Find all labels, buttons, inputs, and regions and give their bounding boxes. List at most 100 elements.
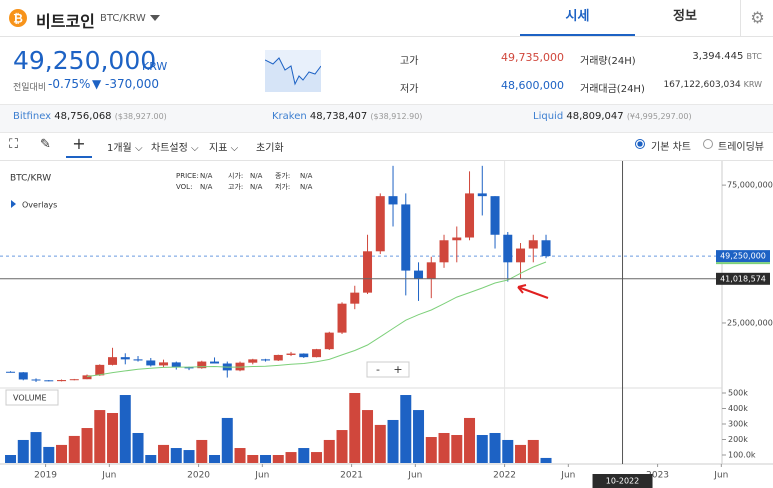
legend-value: N/A: [200, 172, 213, 180]
volume-bar: [68, 435, 80, 463]
volume-bar: [17, 439, 29, 463]
legend-key: 고가:: [228, 182, 243, 191]
candle-body: [477, 193, 487, 197]
volume-bar: [209, 455, 221, 463]
stat-value: 49,735,000: [501, 51, 564, 64]
stat-label: 거래대금(24H): [580, 84, 645, 95]
candle-body: [452, 237, 462, 241]
volume-bar: [56, 444, 68, 463]
candle-body: [363, 251, 373, 293]
indicators: 지표: [209, 143, 228, 154]
radio-basic[interactable]: [635, 139, 645, 149]
candle-body: [465, 193, 475, 238]
legend-value: N/A: [300, 172, 313, 180]
tradingview: 트레이딩뷰: [718, 142, 764, 153]
v-tick-label: 500k: [728, 389, 748, 398]
v-tick-label: 200k: [728, 435, 748, 444]
radio-tradingview[interactable]: [703, 139, 713, 149]
basic-chart: 기본 차트: [651, 142, 691, 153]
volume-bar: [527, 439, 539, 463]
dropdown[interactable]: [149, 14, 161, 22]
stat-unit: BTC: [746, 52, 763, 61]
reset-button[interactable]: 초기화: [256, 143, 284, 154]
crosshair-y-box: [716, 272, 770, 285]
volume-bar: [413, 410, 425, 463]
x-tick-label: 2020: [187, 471, 210, 481]
volume-bar: [464, 417, 476, 463]
volume-bar: [540, 457, 552, 463]
candle-body: [401, 204, 411, 271]
settings: 차트설정: [151, 143, 188, 154]
candle-body: [273, 354, 283, 361]
legend-key: 저가:: [275, 182, 290, 191]
volume-bar: [5, 455, 17, 463]
candle-body: [299, 353, 309, 358]
candle-body: [516, 248, 526, 263]
settings-button[interactable]: 차트설정 ⌵: [151, 143, 199, 154]
period-button[interactable]: 1개월 ⌵: [107, 143, 143, 154]
x-tick-label: Jun: [254, 471, 269, 481]
volume-bar: [158, 444, 170, 463]
stat-value: 3,394.445: [692, 51, 744, 62]
stat-label: 저가: [400, 84, 419, 95]
stat-label: 고가: [400, 56, 419, 67]
settings-gear[interactable]: ⚙: [740, 0, 773, 36]
x-tick-label: 2022: [493, 471, 516, 481]
candle-body: [146, 360, 156, 366]
x-tick-label: Jun: [407, 471, 422, 481]
volume-bar: [196, 439, 208, 463]
candle-body: [108, 357, 118, 365]
exchange-bar: [0, 104, 773, 133]
draw-button[interactable]: ✎: [40, 137, 51, 152]
candle-body: [6, 371, 16, 373]
exchange-price: 48,738,407: [309, 111, 368, 122]
fullscreen-button[interactable]: ⛶: [9, 137, 19, 152]
volume-bar: [81, 428, 93, 463]
candle-body: [439, 240, 449, 263]
candle-body: [312, 349, 322, 358]
volume-bar: [145, 455, 157, 463]
zoom-in[interactable]: +: [393, 363, 402, 376]
volume-label-box: [5, 389, 59, 406]
indicator-button[interactable]: 지표 ⌵: [209, 143, 239, 154]
volume-bar: [515, 444, 527, 463]
symbol: BTC/KRW: [10, 174, 51, 184]
volume-bar: [374, 424, 386, 463]
candle-body: [44, 380, 54, 382]
moving-average: [86, 261, 547, 377]
candle-body: [541, 240, 551, 257]
volume-bar: [438, 432, 450, 463]
legend-key: 시가:: [228, 171, 243, 180]
tab-quote[interactable]: 시세: [520, 0, 635, 36]
x-tick-label: 2019: [34, 471, 57, 481]
legend-key: PRICE:: [176, 172, 199, 180]
zoom-out[interactable]: -: [376, 363, 380, 376]
volume-bar: [183, 450, 195, 463]
exchange-alt: (¥4,995,297.00): [626, 112, 692, 121]
coin-name: 비트코인: [36, 12, 95, 31]
x-tick-label: Jun: [101, 471, 116, 481]
v-tick-label: 300k: [728, 420, 748, 429]
volume-bar: [489, 432, 501, 463]
candle-body: [120, 357, 130, 360]
candle-body: [503, 234, 513, 263]
volume-bar: [323, 439, 335, 463]
overlays-arrow[interactable]: [11, 200, 16, 208]
candle-body: [286, 353, 296, 355]
candle-body: [69, 379, 79, 381]
crosshair-x-box: [592, 474, 653, 488]
legend-key: VOL:: [176, 183, 192, 191]
candle-body: [375, 196, 385, 252]
divider: [0, 160, 773, 161]
current-price: 49,250,000: [13, 46, 157, 75]
stat-unit: KRW: [743, 80, 762, 89]
candle-body: [235, 362, 245, 371]
overlays[interactable]: Overlays: [22, 201, 57, 210]
volume-bar: [476, 435, 488, 463]
candle-body: [528, 240, 538, 249]
candle-body: [248, 359, 258, 363]
tab-info[interactable]: 정보: [673, 9, 697, 24]
crosshair-button[interactable]: +: [66, 134, 92, 158]
crosshair-y-label: 41,018,574: [720, 274, 766, 283]
